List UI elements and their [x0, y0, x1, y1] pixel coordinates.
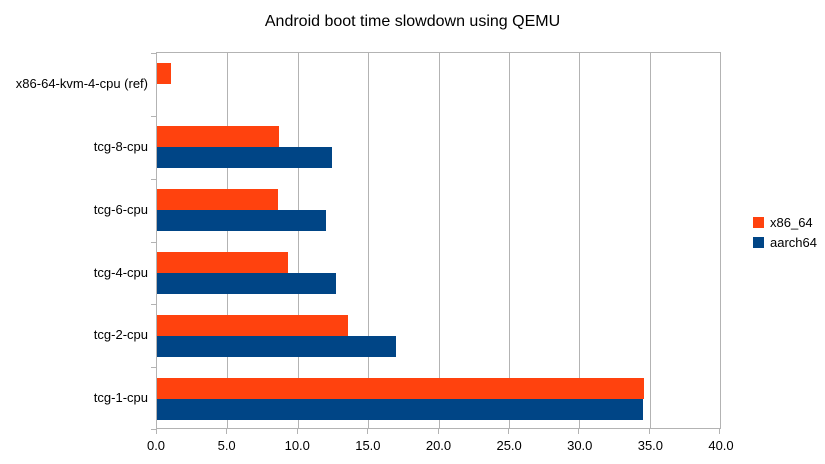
x-axis-label-15.0: 15.0 — [355, 438, 381, 453]
y-axis-tick — [151, 367, 156, 368]
category-label-tcg-2-cpu: tcg-2-cpu — [93, 327, 148, 342]
x-axis-tick — [507, 429, 509, 434]
y-axis-tick — [151, 116, 156, 117]
gridline-x-5 — [227, 53, 229, 428]
x-axis-label-10.0: 10.0 — [284, 438, 310, 453]
x-axis-label-0.0: 0.0 — [146, 438, 166, 453]
x-axis-label-5.0: 5.0 — [217, 438, 236, 453]
bar-aarch64-tcg-1-cpu — [157, 399, 643, 420]
bar-x86_64-tcg-8-cpu — [157, 126, 280, 147]
y-axis-tick — [151, 242, 156, 243]
x-axis-label-25.0: 25.0 — [496, 438, 522, 453]
x-axis-tick-labels: 0.0 5.0 10.0 15.0 20.0 25.0 30.0 35.0 40.0 — [147, 438, 734, 454]
x-axis-label-35.0: 35.0 — [637, 438, 664, 453]
category-label-tcg-1-cpu: tcg-1-cpu — [93, 390, 148, 405]
gridline-x-15 — [368, 53, 370, 428]
bar-x86_64-tcg-6-cpu — [157, 189, 279, 210]
gridline-x-25 — [508, 53, 510, 428]
bar-x86_64-tcg-2-cpu — [157, 315, 349, 336]
x-axis-tick — [437, 429, 439, 434]
x-axis-tick — [578, 429, 580, 434]
legend-swatch-icon — [753, 236, 764, 248]
bar-aarch64-tcg-4-cpu — [157, 273, 336, 294]
x-axis-tick — [719, 429, 720, 434]
gridline-x-30 — [579, 53, 581, 428]
x-axis-tick — [296, 429, 298, 434]
bar-x86_64-tcg-4-cpu — [157, 252, 288, 273]
category-label-x86-64-kvm-4-cpu-ref-: x86-64-kvm-4-cpu (ref) — [15, 76, 148, 91]
x-axis-tick — [648, 429, 650, 434]
y-axis-category-labels: x86-64-kvm-4-cpu (ref) tcg-8-cpu tcg-6-cpu… — [0, 52, 148, 429]
bar-x86_64-tcg-1-cpu — [157, 378, 644, 399]
category-label-tcg-8-cpu: tcg-8-cpu — [93, 139, 148, 154]
x-axis-label-20.0: 20.0 — [425, 438, 452, 453]
x-axis-label-30.0: 30.0 — [567, 438, 593, 453]
y-axis-tick — [151, 53, 156, 54]
legend-label: aarch64 — [770, 234, 817, 250]
bar-aarch64-tcg-8-cpu — [157, 147, 332, 168]
bar-aarch64-tcg-2-cpu — [157, 336, 397, 357]
category-label-tcg-4-cpu: tcg-4-cpu — [93, 265, 148, 280]
gridline-x-20 — [438, 53, 440, 428]
legend-label: x86_64 — [770, 214, 813, 230]
legend-item-x86_64: x86_64 — [753, 212, 817, 232]
gridline-x-10 — [297, 53, 299, 428]
y-axis-tick — [151, 429, 156, 430]
y-axis-tick — [151, 179, 156, 180]
legend-swatch-icon — [753, 216, 764, 228]
category-label-tcg-6-cpu: tcg-6-cpu — [93, 202, 148, 217]
plot-area — [151, 52, 721, 434]
bar-x86_64-x86-64-kvm-4-cpu-ref- — [157, 63, 172, 84]
x-axis-label-40.0: 40.0 — [708, 438, 734, 453]
bar-aarch64-tcg-6-cpu — [157, 210, 326, 231]
chart-title: Android boot time slowdown using QEMU — [264, 13, 561, 30]
legend-item-aarch64: aarch64 — [753, 232, 817, 252]
y-axis-tick — [151, 304, 156, 305]
x-axis-tick — [156, 429, 157, 434]
legend: x86_64 aarch64 — [753, 212, 817, 252]
x-axis-tick — [367, 429, 369, 434]
gridline-x-35 — [649, 53, 651, 428]
x-axis-tick — [226, 429, 228, 434]
